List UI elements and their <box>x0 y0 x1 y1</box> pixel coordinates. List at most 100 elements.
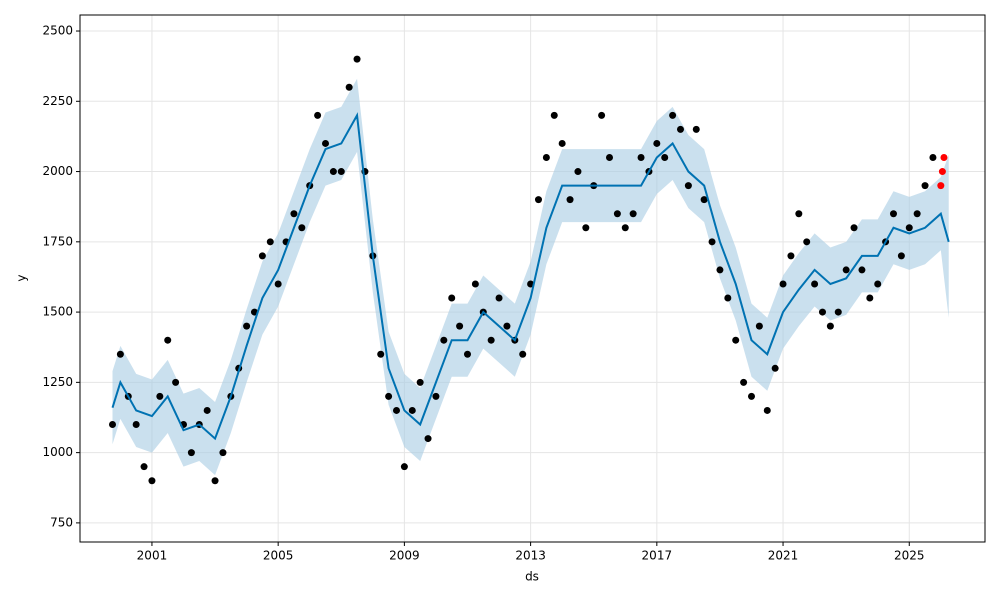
observed-point <box>211 477 219 485</box>
observed-point <box>771 364 779 372</box>
forecast-line <box>111 112 950 441</box>
observed-point <box>921 182 929 190</box>
observed-point <box>258 252 266 260</box>
x-tick-label: 2017 <box>642 549 673 563</box>
observed-point <box>337 168 345 176</box>
observed-point <box>779 280 787 288</box>
observed-point <box>874 280 882 288</box>
observed-point <box>187 449 195 457</box>
observed-point <box>132 421 140 429</box>
observed-point <box>755 322 763 330</box>
observed-point <box>416 378 424 386</box>
y-tick-label: 1750 <box>42 234 73 248</box>
x-tick-label: 2001 <box>137 549 168 563</box>
y-axis-label: y <box>15 274 29 281</box>
observed-point <box>542 154 550 162</box>
plot-frame <box>79 14 986 543</box>
observed-point <box>116 350 124 358</box>
observed-point <box>519 350 527 358</box>
observed-point <box>329 168 337 176</box>
observed-point <box>353 55 361 63</box>
observed-point <box>905 224 913 232</box>
observed-point <box>637 154 645 162</box>
recent-point <box>940 154 948 162</box>
observed-point <box>826 322 834 330</box>
recent-point <box>937 182 945 190</box>
x-tick-label: 2009 <box>389 549 420 563</box>
observed-point <box>818 308 826 316</box>
observed-point <box>574 168 582 176</box>
observed-point <box>866 294 874 302</box>
observed-point <box>534 196 542 204</box>
y-tick-label: 1250 <box>42 375 73 389</box>
y-tick-label: 1000 <box>42 445 73 459</box>
observed-point <box>913 210 921 218</box>
observed-point <box>448 294 456 302</box>
observed-point <box>732 336 740 344</box>
observed-point <box>219 449 227 457</box>
x-tick-label: 2005 <box>263 549 294 563</box>
observed-point <box>471 280 479 288</box>
x-axis-label: ds <box>525 570 539 584</box>
observed-point <box>566 196 574 204</box>
observed-point <box>716 266 724 274</box>
observed-point <box>503 322 511 330</box>
observed-point <box>929 154 937 162</box>
observed-point <box>763 406 771 414</box>
x-tick-label: 2021 <box>768 549 799 563</box>
y-tick-label: 750 <box>50 515 73 529</box>
observed-point <box>811 280 819 288</box>
observed-point <box>692 125 700 133</box>
observed-point <box>889 210 897 218</box>
observed-point <box>400 463 408 471</box>
observed-point <box>408 406 416 414</box>
observed-point <box>164 336 172 344</box>
observed-point <box>274 280 282 288</box>
observed-point <box>432 392 440 400</box>
observed-point <box>605 154 613 162</box>
y-tick-label: 1500 <box>42 305 73 319</box>
observed-point <box>148 477 156 485</box>
y-tick-label: 2500 <box>42 24 73 38</box>
observed-point <box>385 392 393 400</box>
observed-point <box>392 406 400 414</box>
observed-point <box>708 238 716 246</box>
observed-point <box>700 196 708 204</box>
observed-point <box>456 322 464 330</box>
observed-point <box>740 378 748 386</box>
observed-point <box>558 139 566 147</box>
observed-point <box>724 294 732 302</box>
observed-point <box>598 111 606 119</box>
observed-point <box>613 210 621 218</box>
observed-point <box>787 252 795 260</box>
observed-point <box>345 83 353 91</box>
observed-point <box>172 378 180 386</box>
observed-point <box>850 224 858 232</box>
y-tick-label: 2250 <box>42 94 73 108</box>
observed-point <box>290 210 298 218</box>
observed-point <box>298 224 306 232</box>
observed-point <box>858 266 866 274</box>
observed-point <box>140 463 148 471</box>
x-tick-label: 2013 <box>515 549 546 563</box>
y-tick-label: 2000 <box>42 164 73 178</box>
observed-point <box>377 350 385 358</box>
observed-point <box>803 238 811 246</box>
x-tick-label: 2025 <box>894 549 925 563</box>
observed-point <box>684 182 692 190</box>
observed-point <box>550 111 558 119</box>
observed-point <box>243 322 251 330</box>
observed-point <box>676 125 684 133</box>
observed-point <box>582 224 590 232</box>
marks <box>109 55 950 485</box>
observed-point <box>747 392 755 400</box>
observed-point <box>203 406 211 414</box>
observed-point <box>314 111 322 119</box>
observed-point <box>109 421 117 429</box>
observed-point <box>424 435 432 443</box>
observed-point <box>440 336 448 344</box>
uncertainty-band <box>112 78 949 476</box>
observed-point <box>629 210 637 218</box>
observed-point <box>156 392 164 400</box>
